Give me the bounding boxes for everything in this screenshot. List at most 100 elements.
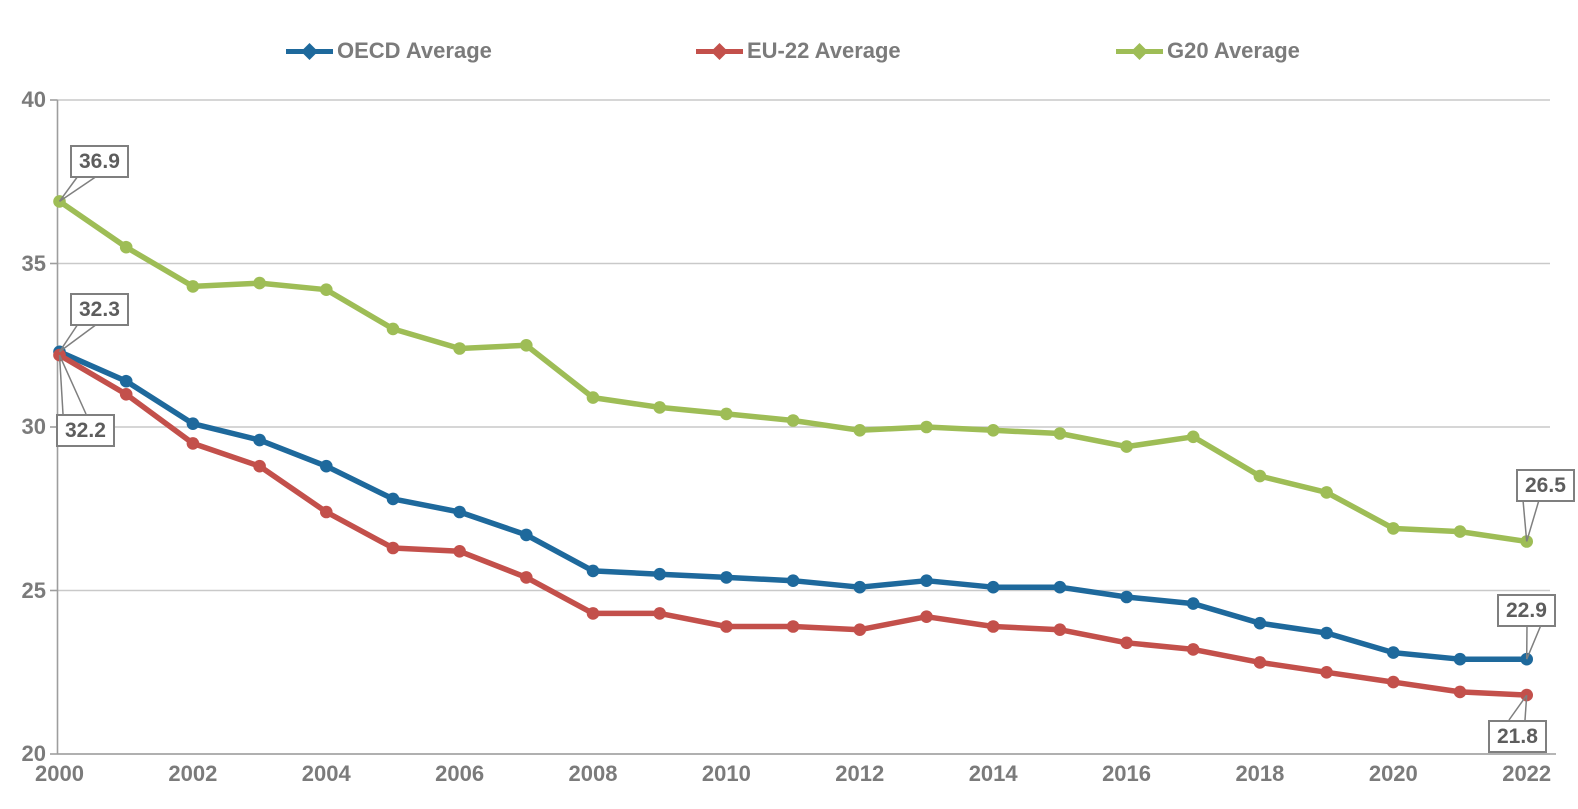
data-label-g20-2000: 36.9 <box>70 145 129 178</box>
data-point-oecd-average-2009 <box>653 567 666 581</box>
data-label-eu22-2000: 32.2 <box>56 414 115 447</box>
data-label-oecd-2022: 22.9 <box>1497 594 1556 627</box>
data-point-eu-22-average-2017 <box>1186 643 1200 656</box>
data-point-g20-average-2020 <box>1387 522 1400 535</box>
data-point-eu-22-average-2008 <box>586 607 600 620</box>
data-point-oecd-average-2006 <box>453 505 466 519</box>
x-axis-label-2006: 2006 <box>435 761 485 786</box>
data-point-eu-22-average-2002 <box>186 437 200 450</box>
series-g20-average <box>53 195 1533 548</box>
data-point-oecd-average-2021 <box>1453 652 1467 666</box>
data-point-g20-average-2022 <box>1520 535 1533 548</box>
data-point-g20-average-2000 <box>53 195 66 208</box>
data-point-g20-average-2006 <box>453 342 466 355</box>
data-point-g20-average-2017 <box>1186 430 1200 444</box>
legend-item-eu22-average: EU-22 Average <box>696 36 901 66</box>
y-axis-label-40: 40 <box>21 87 46 112</box>
y-axis-label-30: 30 <box>21 414 46 439</box>
data-point-g20-average-2011 <box>786 414 800 427</box>
data-label-g20-2022: 26.5 <box>1516 469 1575 502</box>
legend-marker-oecd-icon <box>286 42 333 60</box>
data-point-oecd-average-2020 <box>1387 646 1400 659</box>
data-point-g20-average-2015 <box>1053 427 1067 440</box>
data-point-g20-average-2008 <box>586 391 600 404</box>
data-point-oecd-average-2007 <box>520 528 533 542</box>
data-point-oecd-average-2005 <box>386 492 400 506</box>
data-point-eu-22-average-2004 <box>320 505 333 519</box>
data-point-eu-22-average-2003 <box>253 459 266 473</box>
data-label-eu22-2022: 21.8 <box>1488 720 1547 753</box>
data-point-oecd-average-2011 <box>786 574 800 587</box>
data-point-eu-22-average-2011 <box>786 620 800 633</box>
data-point-eu-22-average-2014 <box>986 620 1000 633</box>
data-point-oecd-average-2014 <box>986 580 1000 594</box>
data-point-g20-average-2021 <box>1453 525 1467 538</box>
data-label-oecd-2000: 32.3 <box>70 293 129 326</box>
data-point-oecd-average-2019 <box>1320 626 1333 640</box>
data-point-eu-22-average-2001 <box>119 388 133 401</box>
data-point-g20-average-2012 <box>853 424 867 437</box>
series-eu-22-average <box>53 348 1533 702</box>
series-oecd-average <box>53 345 1533 666</box>
legend-marker-eu22-icon <box>696 42 743 60</box>
x-axis-label-2004: 2004 <box>301 761 351 786</box>
data-point-oecd-average-2013 <box>920 574 933 587</box>
legend-item-g20-average: G20 Average <box>1116 36 1300 66</box>
data-point-oecd-average-2008 <box>586 564 600 578</box>
data-point-g20-average-2005 <box>386 322 400 336</box>
data-point-eu-22-average-2009 <box>653 607 666 620</box>
data-point-oecd-average-2017 <box>1186 597 1200 610</box>
gridlines <box>57 99 1550 755</box>
data-point-g20-average-2016 <box>1120 440 1133 453</box>
data-point-oecd-average-2016 <box>1120 590 1133 604</box>
data-point-eu-22-average-2022 <box>1520 688 1533 702</box>
data-point-oecd-average-2003 <box>253 433 266 447</box>
data-point-eu-22-average-2021 <box>1453 685 1467 699</box>
data-point-oecd-average-2012 <box>853 580 867 594</box>
data-point-g20-average-2001 <box>119 240 133 254</box>
data-point-eu-22-average-2007 <box>520 571 533 584</box>
legend-label-oecd-average: OECD Average <box>337 38 492 63</box>
data-point-oecd-average-2001 <box>119 374 133 388</box>
data-point-oecd-average-2002 <box>186 417 200 431</box>
data-point-eu-22-average-2013 <box>920 610 933 623</box>
data-point-eu-22-average-2010 <box>720 620 733 633</box>
legend-item-oecd-average: OECD Average <box>286 36 492 66</box>
y-axis-label-20: 20 <box>21 741 46 766</box>
data-point-eu-22-average-2006 <box>453 545 466 558</box>
data-point-eu-22-average-2012 <box>853 623 867 636</box>
data-point-eu-22-average-2020 <box>1387 675 1400 689</box>
data-point-oecd-average-2015 <box>1053 580 1067 594</box>
x-axis-label-2018: 2018 <box>1235 761 1285 786</box>
data-point-eu-22-average-2016 <box>1120 636 1133 650</box>
data-point-oecd-average-2004 <box>320 459 333 473</box>
data-point-eu-22-average-2018 <box>1253 656 1267 669</box>
data-point-eu-22-average-2019 <box>1320 666 1333 679</box>
data-point-g20-average-2019 <box>1320 486 1333 499</box>
y-axis-label-35: 35 <box>21 250 46 276</box>
x-axis-label-2014: 2014 <box>968 761 1018 786</box>
legend-label-g20-average: G20 Average <box>1167 38 1300 63</box>
x-axis-label-2010: 2010 <box>701 761 751 786</box>
data-point-g20-average-2007 <box>520 339 533 352</box>
x-axis-label-2022: 2022 <box>1502 761 1552 786</box>
legend-label-eu22-average: EU-22 Average <box>747 38 901 63</box>
data-point-g20-average-2002 <box>186 280 200 293</box>
x-axis-label-2020: 2020 <box>1368 761 1418 786</box>
data-point-oecd-average-2010 <box>720 571 733 584</box>
x-axis-label-2012: 2012 <box>835 761 885 786</box>
data-point-g20-average-2014 <box>986 424 1000 437</box>
data-point-oecd-average-2018 <box>1253 616 1267 630</box>
data-point-g20-average-2009 <box>653 401 666 414</box>
x-axis-label-2008: 2008 <box>568 761 618 786</box>
data-point-g20-average-2018 <box>1253 469 1267 483</box>
callout-leader-lines <box>58 175 1542 721</box>
y-axis-label-25: 25 <box>21 577 46 603</box>
data-point-g20-average-2010 <box>720 407 733 421</box>
data-point-g20-average-2003 <box>253 276 266 290</box>
data-point-eu-22-average-2015 <box>1053 623 1067 636</box>
x-axis-label-2002: 2002 <box>168 761 218 786</box>
data-point-oecd-average-2022 <box>1520 652 1533 666</box>
